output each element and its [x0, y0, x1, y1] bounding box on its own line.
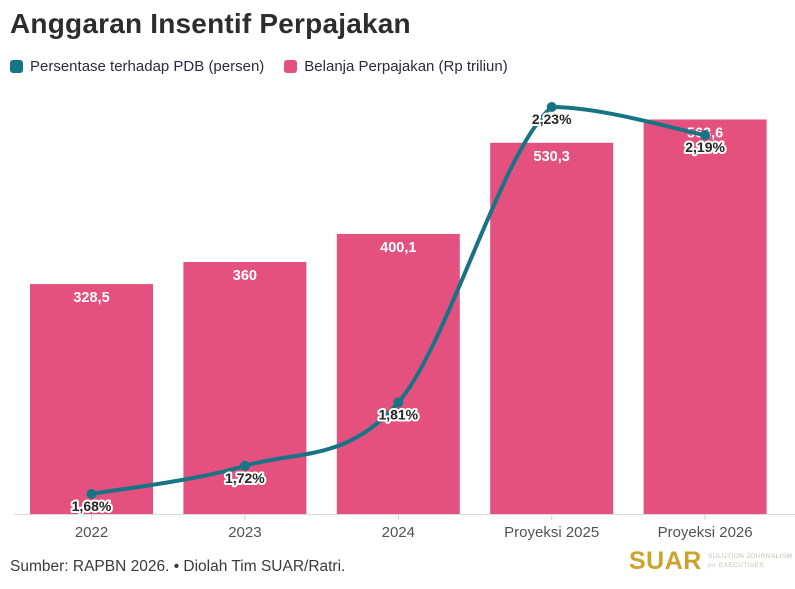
line-point-2	[393, 397, 404, 408]
x-axis-label-3: Proyeksi 2025	[504, 524, 599, 541]
bar-1	[183, 262, 307, 514]
bar-4	[643, 119, 767, 514]
legend-swatch-bar	[284, 60, 298, 73]
x-axis-label-1: 2023	[228, 524, 261, 541]
chart-title: Anggaran Insentif Perpajakan	[10, 8, 411, 39]
bar-2	[336, 233, 460, 514]
line-point-0	[86, 489, 97, 499]
source-note: Sumber: RAPBN 2026. • Diolah Tim SUAR/Ra…	[10, 558, 346, 575]
legend-label-line: Persentase terhadap PDB (persen)	[30, 58, 265, 75]
suar-logo: SUAR Solution Journalism for Executives	[629, 549, 792, 574]
legend-item-bar: Belanja Perpajakan (Rp triliun)	[284, 58, 508, 75]
legend-item-line: Persentase terhadap PDB (persen)	[10, 58, 264, 75]
bar-0	[30, 284, 153, 514]
line-point-4	[700, 130, 711, 141]
suar-logo-tagline: Solution Journalism for Executives	[707, 553, 793, 569]
legend: Persentase terhadap PDB (persen) Belanja…	[10, 58, 508, 75]
line-value-label-1: 1,72%	[225, 470, 265, 486]
bar-value-label-3: 530,3	[534, 149, 570, 165]
line-point-1	[239, 460, 250, 471]
bar-value-label-1: 360	[233, 268, 257, 284]
line-value-label-2: 1,81%	[378, 407, 418, 423]
line-point-3	[546, 102, 557, 113]
bar-value-label-0: 328,5	[73, 290, 109, 306]
bar-value-label-2: 400,1	[380, 240, 416, 256]
suar-logo-wordmark: SUAR	[629, 547, 702, 575]
bar-3	[490, 142, 614, 515]
pdb-line	[89, 105, 708, 496]
legend-swatch-line	[10, 60, 23, 73]
legend-label-bar: Belanja Perpajakan (Rp triliun)	[304, 58, 508, 75]
x-axis-label-4: Proyeksi 2026	[658, 524, 753, 541]
x-axis-label-0: 2022	[75, 524, 108, 541]
line-value-label-3: 2,23%	[532, 111, 572, 127]
line-value-label-0: 1,68%	[72, 498, 112, 514]
line-value-label-4: 2,19%	[685, 139, 725, 155]
x-axis-label-2: 2024	[382, 524, 415, 541]
